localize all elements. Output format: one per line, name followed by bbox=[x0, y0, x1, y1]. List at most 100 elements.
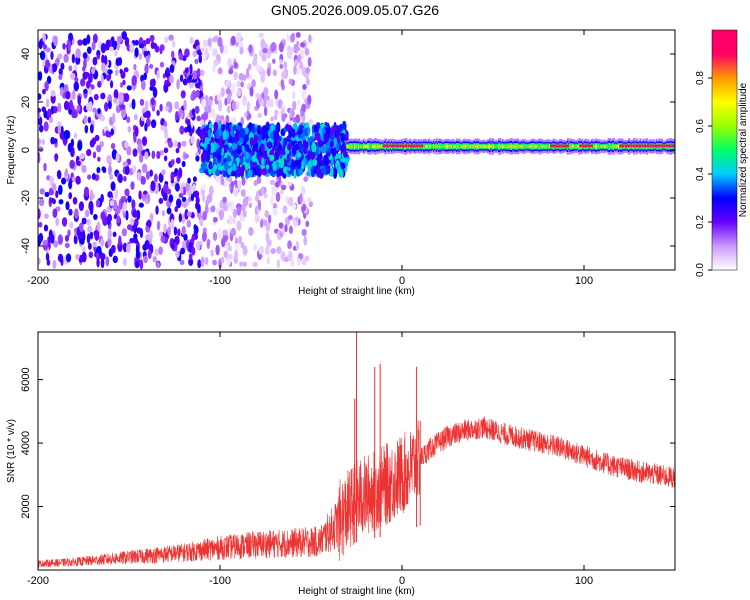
spectrogram-cell bbox=[466, 144, 469, 149]
spectrogram-cell bbox=[255, 190, 260, 202]
spectrogram-cell bbox=[57, 124, 62, 135]
spectrogram-cell bbox=[141, 80, 146, 91]
spectrogram-cell bbox=[159, 46, 163, 55]
spectrogram-cell bbox=[175, 147, 180, 154]
spectrogram-cell bbox=[81, 246, 86, 253]
spectrogram-cell bbox=[624, 144, 628, 148]
spectrogram-cell bbox=[170, 158, 175, 166]
spectrogram-cell bbox=[83, 186, 90, 198]
snr-plot: -200 -100 0 100 2000 4000 6000 Height of straig… bbox=[6, 331, 676, 597]
spectrogram-cell bbox=[459, 145, 462, 148]
spectrogram-cell bbox=[103, 55, 108, 65]
spectrogram-cell bbox=[99, 140, 104, 148]
spectrogram-cell bbox=[173, 140, 178, 148]
spectrogram-cell bbox=[142, 136, 148, 147]
spectrogram-cell bbox=[307, 150, 311, 160]
spectrogram-cell bbox=[149, 78, 155, 88]
spectrogram-cell bbox=[175, 250, 180, 258]
spectrogram-cell bbox=[102, 167, 107, 174]
spectrogram-cell bbox=[251, 155, 257, 163]
spectrogram-cell bbox=[97, 156, 101, 162]
spectrogram-cell bbox=[208, 105, 212, 114]
spectrogram-cell bbox=[302, 83, 307, 90]
spectrogram-cell bbox=[181, 213, 186, 224]
spectrogram-cell bbox=[576, 145, 580, 148]
spectrogram-cell bbox=[438, 144, 441, 149]
spectrogram-cell bbox=[254, 141, 259, 153]
spectrogram-cell bbox=[492, 144, 496, 149]
spectrogram-cell bbox=[270, 98, 274, 108]
spectrogram-cell bbox=[217, 100, 223, 112]
spectrogram-cell bbox=[368, 144, 371, 149]
spectrogram-cell bbox=[396, 144, 399, 148]
spectrogram-cell bbox=[181, 160, 186, 168]
spectrogram-cell bbox=[59, 86, 64, 97]
spectrogram-cell bbox=[537, 144, 540, 149]
spectrogram-cell bbox=[238, 41, 244, 49]
spectrogram-cell bbox=[121, 31, 128, 40]
spectrogram-cell bbox=[613, 145, 617, 148]
spectrogram-cell bbox=[253, 244, 258, 251]
spectrogram-cell bbox=[297, 54, 302, 63]
spectrogram-cell bbox=[73, 81, 80, 92]
spectrogram-cell bbox=[94, 134, 100, 142]
spectrogram-cell bbox=[213, 121, 219, 132]
spectrogram-cell bbox=[88, 87, 92, 95]
spectrogram-cell bbox=[156, 151, 161, 160]
spectrogram-cell bbox=[555, 144, 559, 148]
spectrogram-cell bbox=[174, 182, 180, 192]
spectrogram-cell bbox=[498, 144, 501, 149]
spectrogram-cell bbox=[300, 42, 306, 48]
spectrogram-cell bbox=[503, 144, 506, 148]
spectrogram-cell bbox=[234, 242, 240, 252]
spectrogram-cell bbox=[256, 175, 262, 185]
spectrogram-cell bbox=[96, 258, 100, 268]
spectrogram-cell bbox=[286, 32, 290, 41]
spectrogram-cell bbox=[443, 144, 446, 149]
spectrogram-cell bbox=[253, 179, 258, 187]
spectrogram-cell bbox=[233, 187, 239, 197]
spectrogram-cell bbox=[320, 145, 327, 154]
spectrogram-cell bbox=[38, 208, 41, 220]
spectrogram-cell bbox=[341, 142, 346, 151]
spectrogram-cell bbox=[109, 174, 114, 180]
spectrogram-cell bbox=[571, 144, 575, 149]
spectrogram-cell bbox=[196, 115, 201, 122]
spectrogram-cell bbox=[38, 107, 42, 114]
spectrogram-cell bbox=[596, 144, 599, 149]
spectrogram-cell bbox=[147, 249, 152, 260]
spectrogram-cell bbox=[134, 113, 138, 121]
spectrogram-cell bbox=[183, 233, 188, 241]
spectrogram-cell bbox=[107, 213, 113, 223]
spectrogram-cell bbox=[412, 144, 416, 148]
spectrogram-cell bbox=[249, 86, 254, 97]
spectrogram-cell bbox=[54, 153, 58, 162]
spectrogram-cell bbox=[63, 53, 69, 63]
colorbar: 0.0 0.2 0.4 0.6 0.8 Normalized spectral ampli… bbox=[695, 29, 749, 277]
spectrogram-cell bbox=[139, 259, 144, 270]
spectrogram-cell bbox=[321, 165, 327, 175]
spectrogram-cell bbox=[47, 108, 52, 118]
spectrogram-cell bbox=[105, 39, 111, 51]
spectrogram-cell bbox=[96, 221, 101, 233]
colorbar-tick-label: 0.8 bbox=[695, 71, 706, 85]
spectrogram-cell bbox=[212, 168, 216, 175]
spectrogram-cell bbox=[303, 176, 309, 183]
spectrogram-cell bbox=[362, 144, 366, 149]
spectrogram-cell bbox=[513, 144, 516, 149]
spectrogram-cell bbox=[163, 223, 167, 234]
x-tick-label: 0 bbox=[399, 275, 405, 287]
spectrogram-cell bbox=[274, 131, 280, 141]
spectrogram-cell bbox=[280, 251, 286, 262]
spectrogram-cell bbox=[509, 144, 512, 149]
spectrogram-cell bbox=[458, 144, 461, 149]
spectrogram-cell bbox=[233, 150, 238, 159]
spectrogram-cell bbox=[329, 167, 334, 177]
spectrogram-cell bbox=[292, 203, 297, 210]
spectrogram-cell bbox=[81, 251, 87, 263]
spectrogram-cell bbox=[291, 110, 295, 117]
spectrogram-cell bbox=[126, 116, 131, 124]
spectrogram-cell bbox=[126, 85, 132, 91]
spectrogram-cell bbox=[96, 166, 101, 174]
spectrogram-cell bbox=[86, 218, 91, 226]
